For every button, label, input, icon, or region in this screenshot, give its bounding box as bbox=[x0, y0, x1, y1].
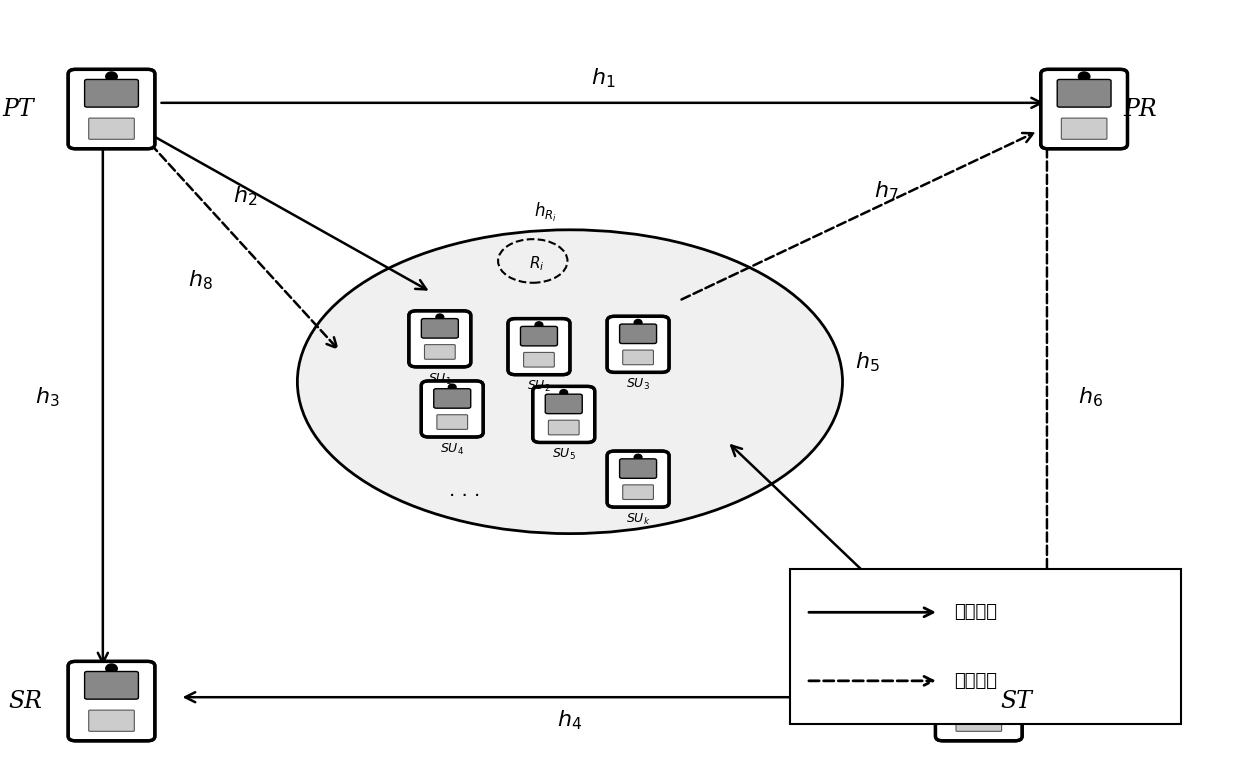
FancyBboxPatch shape bbox=[409, 311, 471, 367]
FancyArrowPatch shape bbox=[681, 133, 1033, 299]
FancyBboxPatch shape bbox=[1062, 118, 1106, 139]
Text: $SU_{k}$: $SU_{k}$ bbox=[626, 512, 650, 527]
FancyBboxPatch shape bbox=[957, 710, 1001, 731]
Ellipse shape bbox=[974, 664, 984, 673]
Text: SR: SR bbox=[7, 689, 42, 713]
Text: $h_{1}$: $h_{1}$ bbox=[591, 66, 616, 90]
Ellipse shape bbox=[1079, 72, 1089, 81]
Text: 干扰链路: 干扰链路 bbox=[954, 671, 997, 690]
FancyBboxPatch shape bbox=[1041, 69, 1127, 149]
Text: $h_{6}$: $h_{6}$ bbox=[1078, 386, 1103, 409]
Ellipse shape bbox=[436, 315, 444, 320]
Text: $h_{5}$: $h_{5}$ bbox=[855, 351, 880, 374]
Ellipse shape bbox=[634, 455, 642, 460]
FancyArrowPatch shape bbox=[142, 130, 426, 289]
Ellipse shape bbox=[535, 323, 543, 328]
FancyArrowPatch shape bbox=[809, 676, 933, 686]
FancyBboxPatch shape bbox=[935, 661, 1022, 741]
FancyArrowPatch shape bbox=[809, 608, 933, 617]
FancyBboxPatch shape bbox=[607, 316, 669, 372]
Text: 传输链路: 传输链路 bbox=[954, 603, 997, 622]
FancyBboxPatch shape bbox=[68, 661, 155, 741]
Ellipse shape bbox=[107, 72, 116, 81]
Text: $h_{4}$: $h_{4}$ bbox=[558, 708, 582, 731]
FancyBboxPatch shape bbox=[790, 569, 1181, 724]
Text: PR: PR bbox=[1123, 97, 1157, 121]
FancyBboxPatch shape bbox=[620, 459, 657, 478]
FancyBboxPatch shape bbox=[520, 326, 558, 346]
FancyBboxPatch shape bbox=[1057, 79, 1111, 108]
Text: $SU_{1}$: $SU_{1}$ bbox=[427, 372, 452, 386]
FancyBboxPatch shape bbox=[508, 319, 570, 375]
FancyArrowPatch shape bbox=[98, 134, 108, 663]
FancyBboxPatch shape bbox=[84, 79, 139, 108]
FancyBboxPatch shape bbox=[620, 324, 657, 344]
Ellipse shape bbox=[449, 385, 456, 390]
Text: $SU_{4}$: $SU_{4}$ bbox=[440, 442, 465, 456]
FancyArrowPatch shape bbox=[142, 135, 337, 348]
FancyBboxPatch shape bbox=[607, 451, 669, 507]
Text: $h_{8}$: $h_{8}$ bbox=[188, 269, 213, 292]
Text: . . .: . . . bbox=[449, 481, 481, 500]
Ellipse shape bbox=[297, 230, 843, 534]
FancyArrowPatch shape bbox=[161, 98, 1042, 108]
FancyBboxPatch shape bbox=[425, 344, 455, 359]
Text: $SU_{2}$: $SU_{2}$ bbox=[527, 379, 551, 394]
FancyBboxPatch shape bbox=[421, 381, 483, 437]
FancyBboxPatch shape bbox=[84, 671, 139, 700]
FancyArrowPatch shape bbox=[1042, 136, 1052, 661]
FancyArrowPatch shape bbox=[731, 446, 958, 662]
FancyBboxPatch shape bbox=[524, 352, 554, 367]
Text: $SU_{5}$: $SU_{5}$ bbox=[551, 447, 576, 462]
Ellipse shape bbox=[634, 320, 642, 326]
FancyBboxPatch shape bbox=[421, 319, 458, 338]
Text: $R_i$: $R_i$ bbox=[529, 254, 544, 273]
Text: $h_{3}$: $h_{3}$ bbox=[35, 386, 59, 409]
FancyBboxPatch shape bbox=[623, 485, 653, 499]
Text: $h_{2}$: $h_{2}$ bbox=[233, 185, 258, 208]
FancyBboxPatch shape bbox=[545, 394, 582, 414]
FancyBboxPatch shape bbox=[533, 386, 595, 442]
Text: $h_{R_i}$: $h_{R_i}$ bbox=[534, 201, 556, 224]
FancyBboxPatch shape bbox=[434, 389, 471, 408]
FancyBboxPatch shape bbox=[623, 350, 653, 365]
FancyArrowPatch shape bbox=[185, 693, 958, 702]
FancyBboxPatch shape bbox=[549, 420, 579, 435]
FancyBboxPatch shape bbox=[68, 69, 155, 149]
Text: PT: PT bbox=[2, 97, 35, 121]
Ellipse shape bbox=[107, 664, 116, 673]
Text: $h_{7}$: $h_{7}$ bbox=[873, 179, 898, 203]
FancyBboxPatch shape bbox=[952, 671, 1006, 700]
Text: ST: ST bbox=[1000, 689, 1032, 713]
FancyBboxPatch shape bbox=[437, 414, 467, 429]
FancyBboxPatch shape bbox=[89, 710, 134, 731]
Ellipse shape bbox=[560, 390, 567, 396]
Text: $SU_{3}$: $SU_{3}$ bbox=[626, 377, 650, 392]
FancyBboxPatch shape bbox=[89, 118, 134, 139]
